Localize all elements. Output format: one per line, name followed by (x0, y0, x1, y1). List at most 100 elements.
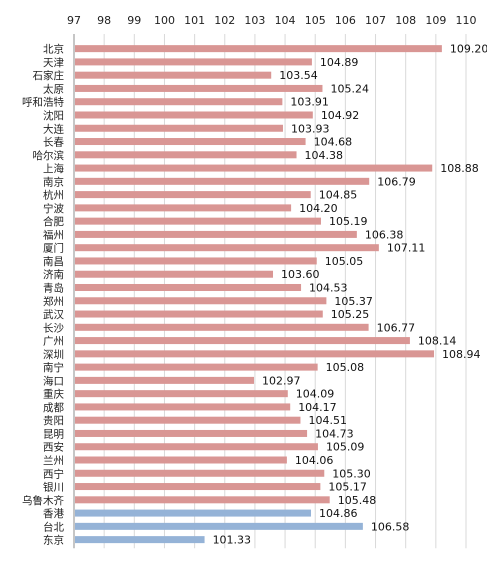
data-label: 101.33 (213, 534, 252, 547)
value-labels: 109.20104.89103.54105.24103.91104.92103.… (213, 43, 487, 547)
category-label: 银川 (43, 481, 64, 494)
category-label: 北京 (43, 43, 64, 56)
data-label: 109.20 (450, 43, 487, 56)
category-label: 呼和浩特 (22, 97, 64, 109)
bar (75, 151, 297, 159)
bar (75, 323, 369, 331)
bar (75, 270, 274, 278)
category-label: 乌鲁木齐 (22, 494, 64, 507)
x-tick-label: 99 (127, 14, 141, 27)
bar (75, 522, 363, 530)
data-label: 104.89 (320, 56, 359, 69)
category-label: 台北 (43, 520, 64, 533)
data-label: 105.24 (330, 82, 369, 95)
data-label: 105.17 (328, 481, 367, 494)
data-label: 108.94 (442, 348, 481, 361)
bar (75, 416, 301, 424)
bar (75, 496, 330, 504)
category-label: 青岛 (43, 281, 64, 294)
category-label: 杭州 (43, 189, 64, 202)
category-label: 深圳 (43, 349, 64, 361)
bar (75, 310, 323, 318)
data-label: 103.60 (281, 268, 320, 281)
data-label: 107.11 (387, 242, 426, 255)
category-label: 香港 (43, 508, 64, 520)
x-tick-label: 98 (97, 14, 111, 27)
x-tick-label: 109 (425, 14, 446, 27)
bar (75, 98, 283, 106)
category-labels: 北京天津石家庄太原呼和浩特沈阳大连长春哈尔滨上海南京杭州宁波合肥福州厦门南昌济南… (22, 43, 64, 547)
bar (75, 443, 318, 451)
bar (75, 124, 283, 132)
x-tick-label: 106 (335, 14, 356, 27)
data-label: 104.06 (295, 454, 334, 467)
data-label: 104.73 (315, 427, 354, 440)
bar (75, 536, 205, 544)
bar (75, 177, 370, 185)
data-label: 106.77 (377, 321, 416, 334)
category-label: 昆明 (43, 428, 64, 440)
category-label: 长沙 (43, 322, 64, 334)
data-label: 108.88 (440, 162, 479, 175)
category-label: 太原 (43, 82, 64, 95)
data-label: 106.79 (377, 175, 416, 188)
data-label: 104.51 (308, 414, 347, 427)
data-label: 103.93 (291, 122, 330, 135)
category-label: 郑州 (43, 295, 64, 308)
x-tick-label: 101 (184, 14, 205, 27)
data-label: 105.08 (326, 361, 365, 374)
bar (75, 483, 321, 491)
data-label: 108.14 (418, 335, 457, 348)
x-tick-label: 103 (244, 14, 265, 27)
bar (75, 230, 357, 238)
bar (75, 350, 435, 358)
bar (75, 71, 272, 79)
bar (75, 58, 312, 66)
category-label: 上海 (43, 162, 64, 175)
data-label: 106.58 (371, 520, 410, 533)
category-label: 西安 (43, 441, 64, 454)
bar (75, 244, 379, 252)
data-label: 105.25 (331, 308, 370, 321)
bar (75, 509, 312, 517)
bar (75, 363, 318, 371)
data-label: 104.92 (321, 109, 360, 122)
bar (75, 403, 291, 411)
x-tick-label: 110 (456, 14, 477, 27)
x-tick-label: 108 (395, 14, 416, 27)
category-label: 济南 (43, 268, 64, 281)
x-tick-label: 105 (305, 14, 326, 27)
x-tick-label: 104 (275, 14, 296, 27)
bar (75, 283, 302, 291)
data-label: 104.20 (299, 202, 338, 215)
category-label: 兰州 (43, 454, 64, 467)
bar (75, 376, 255, 384)
x-tick-label: 107 (365, 14, 386, 27)
category-label: 长春 (43, 137, 64, 149)
data-label: 104.38 (305, 149, 344, 162)
bar (75, 456, 287, 464)
category-label: 西宁 (43, 467, 64, 480)
bar (75, 297, 327, 305)
category-label: 成都 (43, 402, 64, 414)
category-label: 哈尔滨 (33, 149, 65, 162)
category-label: 宁波 (43, 202, 64, 215)
data-label: 104.68 (314, 136, 353, 149)
data-label: 104.17 (298, 401, 337, 414)
data-label: 104.85 (319, 189, 358, 202)
category-label: 武汉 (43, 308, 64, 321)
bar (75, 45, 442, 53)
category-label: 石家庄 (33, 69, 65, 82)
category-label: 沈阳 (43, 109, 64, 122)
bar (75, 138, 306, 146)
category-label: 海口 (43, 374, 64, 387)
bar (75, 204, 292, 212)
category-label: 东京 (43, 534, 64, 547)
bar (75, 111, 313, 119)
data-label: 103.54 (279, 69, 318, 82)
x-tick-label: 102 (214, 14, 235, 27)
category-label: 重庆 (43, 388, 64, 401)
x-tick-label: 100 (154, 14, 175, 27)
category-label: 贵阳 (43, 414, 64, 427)
